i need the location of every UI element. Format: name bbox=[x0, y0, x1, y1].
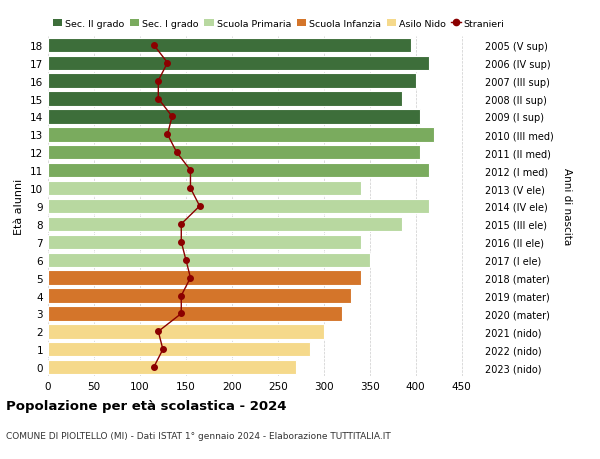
Bar bbox=[48, 235, 361, 249]
Bar bbox=[48, 92, 402, 106]
Text: Popolazione per età scolastica - 2024: Popolazione per età scolastica - 2024 bbox=[6, 399, 287, 412]
Bar bbox=[48, 217, 402, 232]
Bar bbox=[48, 56, 430, 71]
Y-axis label: Età alunni: Età alunni bbox=[14, 179, 25, 235]
Bar bbox=[48, 289, 352, 303]
Bar bbox=[48, 181, 361, 196]
Bar bbox=[48, 128, 434, 142]
Bar bbox=[48, 253, 370, 267]
Text: COMUNE DI PIOLTELLO (MI) - Dati ISTAT 1° gennaio 2024 - Elaborazione TUTTITALIA.: COMUNE DI PIOLTELLO (MI) - Dati ISTAT 1°… bbox=[6, 431, 391, 441]
Bar bbox=[48, 199, 430, 214]
Bar bbox=[48, 74, 416, 89]
Legend: Sec. II grado, Sec. I grado, Scuola Primaria, Scuola Infanzia, Asilo Nido, Stran: Sec. II grado, Sec. I grado, Scuola Prim… bbox=[53, 20, 505, 28]
Bar bbox=[48, 39, 411, 53]
Bar bbox=[48, 360, 296, 375]
Bar bbox=[48, 307, 342, 321]
Bar bbox=[48, 110, 420, 124]
Bar bbox=[48, 342, 310, 357]
Bar bbox=[48, 271, 361, 285]
Bar bbox=[48, 325, 324, 339]
Bar bbox=[48, 146, 420, 160]
Bar bbox=[48, 164, 430, 178]
Y-axis label: Anni di nascita: Anni di nascita bbox=[562, 168, 572, 245]
